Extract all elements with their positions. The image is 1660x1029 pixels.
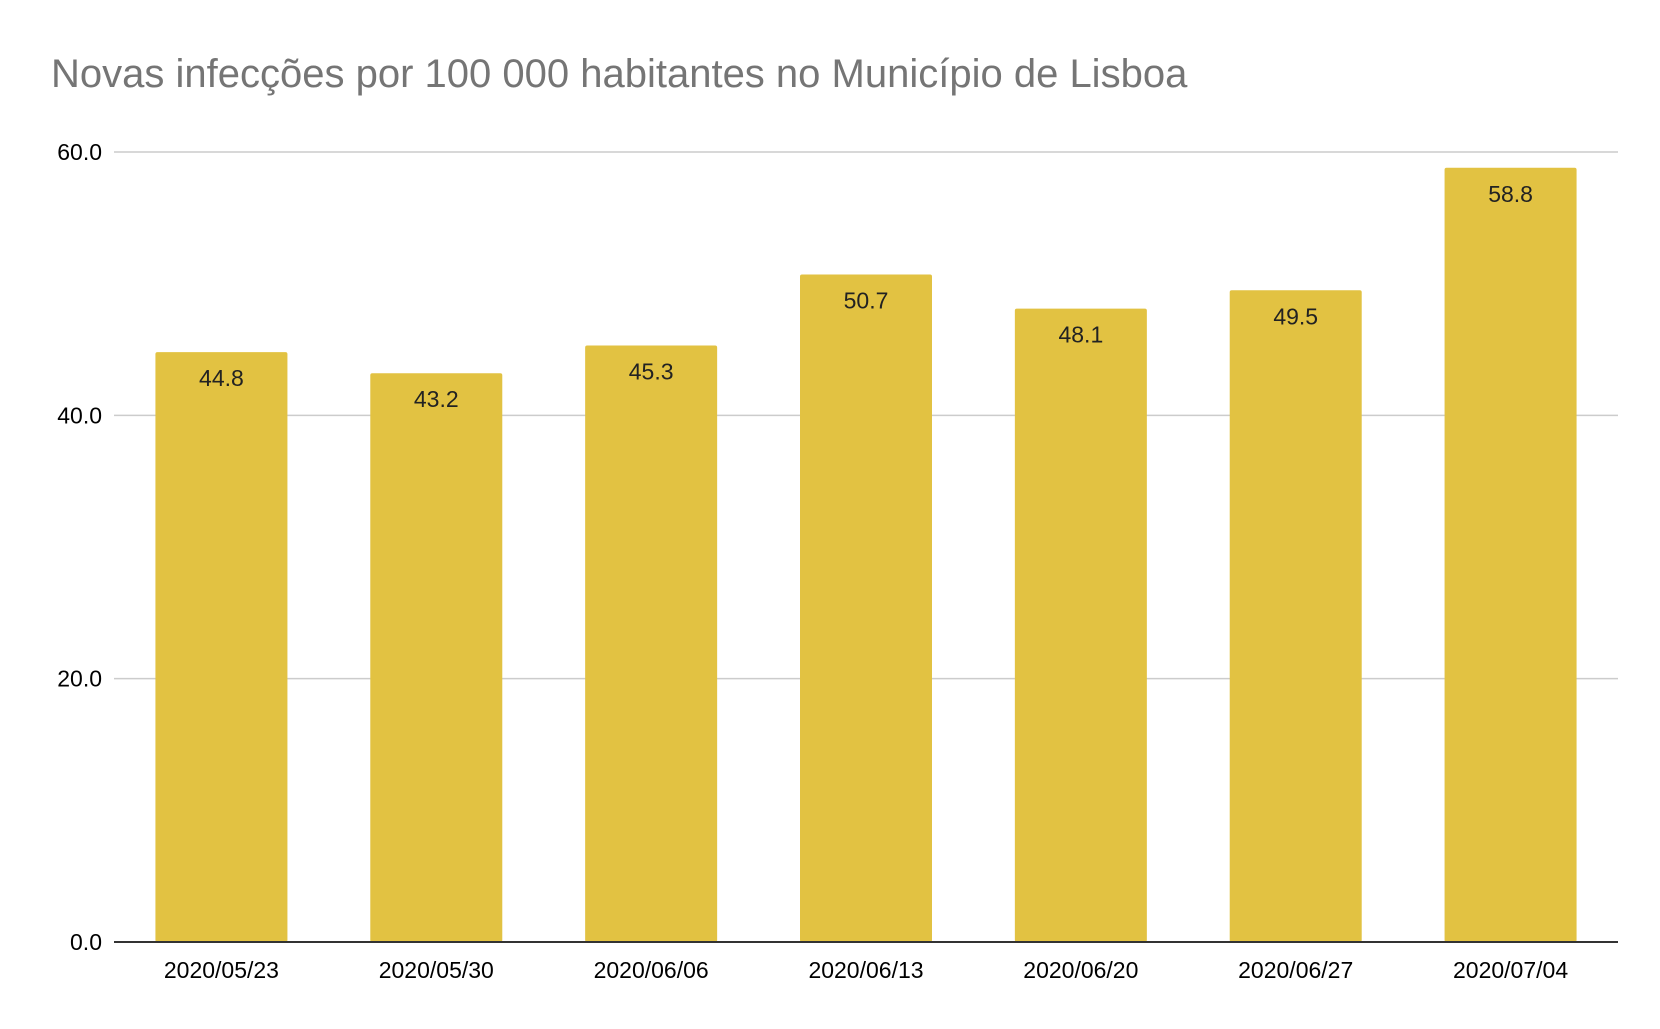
bar	[1014, 308, 1147, 942]
data-label: 50.7	[844, 287, 889, 313]
bars	[155, 167, 1577, 943]
data-label: 43.2	[414, 386, 459, 412]
x-tick-label: 2020/06/20	[1023, 957, 1138, 983]
bar	[1229, 290, 1362, 942]
y-tick-label: 40.0	[57, 402, 102, 428]
bar	[155, 352, 288, 943]
x-tick-label: 2020/06/06	[594, 957, 709, 983]
y-tick-label: 60.0	[57, 139, 102, 165]
data-labels: 44.8 43.2 45.3 50.7 48.1 49.5 58.8	[199, 181, 1533, 412]
y-tick-label: 0.0	[70, 929, 102, 955]
x-tick-label: 2020/06/27	[1238, 957, 1353, 983]
data-label: 45.3	[629, 359, 674, 385]
y-axis-ticks: 0.0 20.0 40.0 60.0	[57, 139, 102, 955]
data-label: 58.8	[1488, 181, 1533, 207]
x-tick-label: 2020/05/30	[379, 957, 494, 983]
bar	[1444, 167, 1577, 943]
y-tick-label: 20.0	[57, 666, 102, 692]
bar	[370, 373, 503, 942]
x-tick-label: 2020/06/13	[808, 957, 923, 983]
chart-title: Novas infecções por 100 000 habitantes n…	[51, 52, 1188, 96]
x-tick-label: 2020/07/04	[1453, 957, 1568, 983]
x-tick-label: 2020/05/23	[164, 957, 279, 983]
data-label: 49.5	[1273, 303, 1318, 329]
bar	[585, 345, 718, 942]
data-label: 48.1	[1058, 322, 1103, 348]
bar	[800, 274, 932, 942]
x-axis-ticks: 2020/05/23 2020/05/30 2020/06/06 2020/06/13…	[164, 957, 1568, 983]
data-label: 44.8	[199, 365, 244, 391]
